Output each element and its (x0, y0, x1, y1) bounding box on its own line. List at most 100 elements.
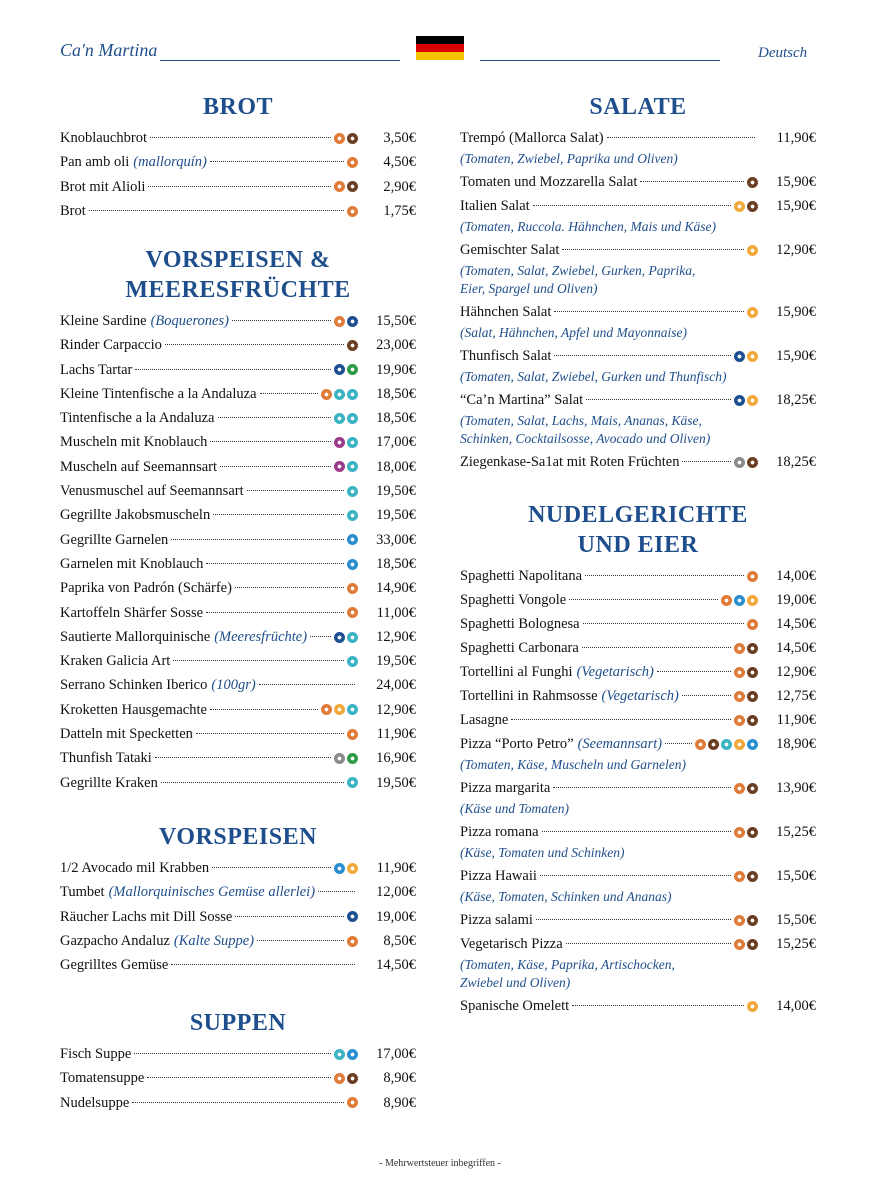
allergen-icons (321, 704, 358, 716)
title-line: SUPPEN (189, 1010, 287, 1036)
allergen-icon (734, 914, 745, 926)
item-price: 15,90€ (776, 348, 816, 364)
allergen-icons (347, 534, 358, 546)
allergen-icons (747, 176, 758, 188)
leader (210, 441, 331, 443)
menu-item: Sautierte Mallorquinische (Meeresfrüchte)… (60, 625, 416, 649)
allergen-icon (347, 728, 358, 740)
allergen-icon (734, 594, 745, 606)
item-price: 16,90€ (376, 750, 416, 767)
item-price: 23,00€ (376, 337, 416, 354)
allergen-icon (347, 315, 358, 327)
item-name: Spaghetti Napolitana (460, 568, 583, 584)
item-price: 8,50€ (383, 932, 416, 949)
allergen-icon (721, 594, 732, 606)
allergen-icon (734, 938, 745, 950)
item-name: “Ca’n Martina” Salat (460, 392, 584, 408)
leader (217, 417, 331, 419)
item-name: Trempó (Mallorca Salat) (460, 130, 604, 146)
menu-item: Gegrillte Kraken 19,50€ (60, 771, 416, 795)
allergen-icon (347, 704, 358, 716)
item-name: Räucher Lachs mit Dill Sosse (60, 908, 233, 925)
item-name: Spaghetti Vongole (460, 592, 567, 608)
menu-item: Gegrillte Jakobsmuscheln 19,50€ (60, 503, 416, 527)
allergen-icon (334, 631, 345, 643)
allergen-icon (734, 714, 745, 726)
allergen-icon (747, 350, 758, 362)
menu-item: Datteln mit Specketten 11,90€ (60, 722, 416, 746)
allergen-icons (695, 738, 758, 750)
item-price: 8,90€ (383, 1094, 416, 1111)
menu-item: Venusmuschel auf Seemannsart 19,50€ (60, 479, 416, 503)
item-name: Tortellini in Rahmsosse (460, 688, 598, 704)
allergen-icon (747, 1000, 758, 1012)
allergen-icon (334, 461, 345, 473)
allergen-icon (347, 132, 358, 144)
menu-item: Spaghetti Napolitana 14,00€ (460, 564, 816, 588)
allergen-icons (734, 938, 758, 950)
section-title: BROT (60, 92, 416, 122)
allergen-icon (747, 594, 758, 606)
item-price: 13,90€ (776, 780, 816, 796)
menu-item: Gegrillte Garnelen 33,00€ (60, 528, 416, 552)
menu-item: Thunfish Tataki 16,90€ (60, 746, 416, 770)
leader (173, 660, 344, 662)
item-name: Serrano Schinken Iberico (60, 677, 208, 694)
menu-item: Lasagne 11,90€ (460, 708, 816, 732)
allergen-icon (734, 200, 745, 212)
leader (160, 781, 344, 783)
item-name: Nudelsuppe (60, 1094, 130, 1111)
allergen-icon (747, 570, 758, 582)
menu-section: VORSPEISEN & MEERESFRÜCHTE Kleine Sardine(… (60, 245, 416, 795)
item-name: Tumbet (60, 884, 105, 901)
leader (135, 368, 331, 370)
allergen-icon (721, 738, 732, 750)
item-name: Spanische Omelett (460, 998, 570, 1014)
item-note: (Seemannsart) (577, 736, 663, 752)
allergen-icon (747, 200, 758, 212)
item-name: Lasagne (460, 712, 509, 728)
allergen-icon (347, 339, 358, 351)
title-line: SALATE (589, 94, 687, 120)
item-name: Tintenfische a la Andaluza (60, 410, 215, 427)
leader (149, 137, 331, 138)
menu-item: Tomatensuppe 8,90€ (60, 1066, 416, 1090)
allergen-icon (347, 582, 358, 594)
rule (160, 60, 400, 61)
item-price: 12,90€ (776, 664, 816, 680)
leader (582, 623, 744, 624)
menu-item: Kleine Sardine (Boquerones) 15,50€ (60, 309, 416, 333)
item-name: Lachs Tartar (60, 361, 133, 378)
allergen-icon (747, 618, 758, 630)
leader (656, 671, 731, 672)
item-name: 1/2 Avocado mil Krabben (60, 860, 210, 876)
menu-item: Thunfisch Salat 15,90€ (460, 344, 816, 368)
item-note: (Kalte Suppe) (173, 932, 255, 949)
menu-item: Pizza Hawaii 15,50€ (460, 864, 816, 888)
menu-item: Spaghetti Carbonara 14,50€ (460, 636, 816, 660)
title-line: BROT (202, 94, 273, 120)
item-price: 14,90€ (376, 580, 416, 597)
allergen-icons (734, 714, 758, 726)
item-price: 19,00€ (376, 908, 416, 925)
item-description: (Käse und Tomaten) (460, 801, 570, 816)
item-name: Gemischter Salat (460, 242, 560, 258)
allergen-icons (734, 642, 758, 654)
item-name: Hähnchen Salat (460, 304, 552, 320)
menu-section: BROT Knoblauchbrot 3,50€ Pan amb oli (mallor… (60, 92, 416, 223)
leader (209, 708, 318, 710)
allergen-icon (347, 862, 358, 874)
item-name: Pizza margarita (460, 780, 551, 796)
item-name: Tomatensuppe (60, 1070, 145, 1087)
item-description: (Tomaten, Käse, Paprika, Artischocken, (460, 957, 675, 972)
allergen-icons (347, 558, 358, 570)
allergen-icon (334, 437, 345, 449)
allergen-icon (747, 176, 758, 188)
menu-section: VORSPEISEN 1/2 Avocado mil Krabben 11,90€ T… (60, 822, 416, 977)
leader (164, 344, 344, 346)
leader (640, 181, 744, 182)
leader (586, 399, 731, 400)
leader (541, 831, 731, 832)
item-name: Gegrilltes Gemüse (60, 957, 169, 974)
allergen-icons (347, 728, 358, 740)
